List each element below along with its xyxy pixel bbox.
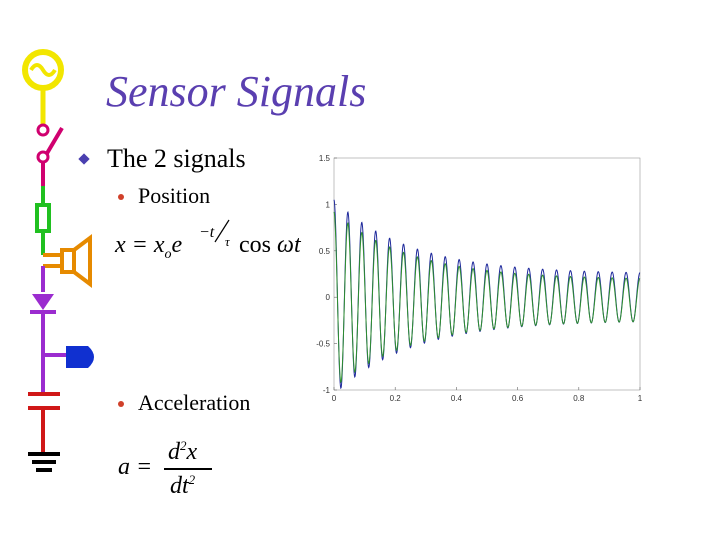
ac-source-wave <box>29 63 57 77</box>
eq-accel-num: d <box>168 439 180 465</box>
eq-accel-fraction-bar <box>164 468 212 470</box>
sub-bullet-acceleration: Acceleration <box>138 390 251 415</box>
chart-series-group <box>333 199 641 390</box>
eq-accel-num-var: x <box>186 439 198 465</box>
chart-axes: 0 0.2 0.4 0.6 0.8 1 -1 -0.5 0 0.5 1 1.5 <box>316 154 643 403</box>
eq-position-e: e <box>171 232 183 258</box>
eq-accel-den: dt <box>170 473 189 499</box>
eq-position-exponent: −t <box>199 224 215 241</box>
position-equation: x = xoe −t τ cos ωt <box>115 219 305 272</box>
eq-position-sub-o: o <box>164 247 172 262</box>
y-tick-label: 1 <box>326 200 331 209</box>
eq-accel-den-sup: 2 <box>188 472 196 487</box>
eq-accel-lhs: a = <box>118 454 153 480</box>
resistor-icon <box>35 203 51 233</box>
y-tick-label: -1 <box>323 386 331 395</box>
x-tick-label: 0.2 <box>390 394 402 403</box>
x-tick-label: 1 <box>638 394 643 403</box>
plot-area-frame <box>333 157 641 391</box>
acceleration-equation: a = d2x dt2 <box>118 438 228 500</box>
x-tick-label: 0.6 <box>512 394 524 403</box>
slide-title: Sensor Signals <box>106 67 367 116</box>
bullet-text: The 2 signals <box>107 144 246 173</box>
x-tick-label: 0 <box>332 394 337 403</box>
sensor-signal-chart: 0 0.2 0.4 0.6 0.8 1 -1 -0.5 0 0.5 1 1.5 <box>316 154 643 403</box>
switch-top-terminal-icon <box>36 123 50 137</box>
battery-cell-icon <box>66 346 94 368</box>
eq-position-exponent-slash <box>214 219 230 243</box>
series-line-2 <box>333 211 641 384</box>
y-tick-label: 0 <box>326 293 331 302</box>
x-tick-label: 0.4 <box>451 394 463 403</box>
switch-bottom-terminal-icon <box>36 150 50 164</box>
eq-position-cos: cos <box>239 232 277 258</box>
eq-accel-num-sup: 2 <box>180 438 187 453</box>
circuit-decoration <box>22 49 94 472</box>
eq-position-lhs: x = x <box>115 232 165 258</box>
sub-bullet-position: Position <box>138 183 211 208</box>
diode-icon <box>32 294 54 310</box>
eq-position-tau: τ <box>225 234 230 249</box>
sub-bullet-dot-icon <box>118 401 124 407</box>
y-tick-label: 1.5 <box>319 154 331 163</box>
eq-position-omega-t: ωt <box>277 232 301 258</box>
sub-bullet-dot-icon <box>118 194 124 200</box>
switch-lever <box>44 126 64 157</box>
series-line-1 <box>333 199 641 390</box>
y-tick-label: -0.5 <box>316 340 330 349</box>
x-tick-label: 0.8 <box>573 394 585 403</box>
y-tick-label: 0.5 <box>319 247 331 256</box>
